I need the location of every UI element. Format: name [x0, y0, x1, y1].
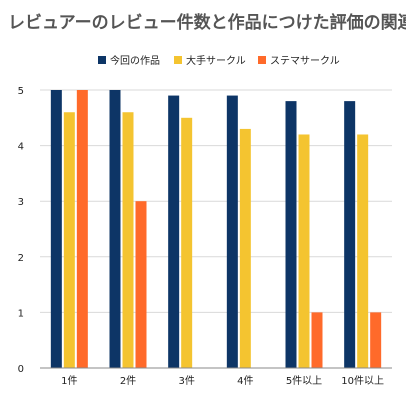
legend-label-1: 大手サークル [186, 54, 246, 67]
x-tick-label-0: 1件 [61, 375, 77, 387]
y-axis: 0 1 2 3 4 5 [18, 86, 24, 375]
y-tick-label-1: 1 [18, 308, 24, 319]
bar-s1-c5 [357, 134, 369, 368]
bar-s1-c3 [239, 128, 251, 368]
bar-s0-c0 [50, 90, 62, 368]
bar-s1-c2 [181, 117, 193, 368]
x-tick-label-4: 5件以上 [286, 375, 322, 387]
y-tick-label-2: 2 [18, 253, 24, 264]
bar-s2-c5 [370, 312, 382, 368]
legend-label-0: 今回の作品 [110, 54, 160, 67]
y-tick-label-0: 0 [18, 364, 24, 375]
y-tick-label-4: 4 [18, 142, 24, 153]
bar-s2-c0 [76, 90, 88, 368]
legend-swatch-1 [174, 56, 182, 64]
bar-s0-c2 [168, 95, 180, 368]
y-tick-label-5: 5 [18, 86, 24, 97]
bar-s0-c5 [344, 101, 356, 369]
bar-s0-c3 [226, 95, 238, 368]
x-tick-label-2: 3件 [178, 375, 194, 387]
y-tick-label-3: 3 [18, 197, 24, 208]
bar-s1-c4 [298, 134, 310, 368]
legend-label-2: ステマサークル [270, 55, 340, 67]
x-tick-label-5: 10件以上 [341, 375, 384, 387]
chart-title: レビュアーのレビュー件数と作品につけた評価の関連性 [8, 12, 406, 33]
x-tick-label-1: 2件 [120, 375, 136, 387]
bar-s2-c1 [135, 201, 147, 368]
bar-s0-c4 [285, 101, 297, 369]
x-tick-label-3: 4件 [237, 375, 253, 387]
bars [50, 90, 382, 369]
legend-swatch-0 [98, 56, 106, 64]
legend: 今回の作品 大手サークル ステマサークル [98, 54, 340, 67]
bar-s2-c4 [311, 312, 323, 368]
legend-swatch-2 [258, 56, 266, 64]
grid [40, 89, 392, 369]
bar-s0-c1 [109, 90, 121, 368]
bar-s1-c1 [122, 112, 134, 369]
x-axis: 1件 2件 3件 4件 5件以上 10件以上 [40, 367, 392, 387]
bar-s1-c0 [63, 112, 75, 369]
